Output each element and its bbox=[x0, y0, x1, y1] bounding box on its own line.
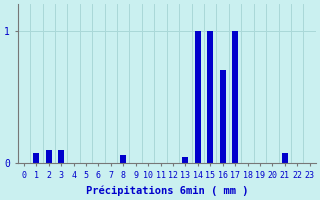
Bar bbox=[46, 150, 52, 163]
Bar bbox=[120, 155, 126, 163]
Bar bbox=[207, 31, 213, 163]
Bar bbox=[195, 31, 201, 163]
Bar bbox=[220, 70, 226, 163]
X-axis label: Précipitations 6min ( mm ): Précipitations 6min ( mm ) bbox=[85, 185, 248, 196]
Bar bbox=[232, 31, 238, 163]
Bar bbox=[58, 150, 64, 163]
Bar bbox=[282, 153, 288, 163]
Bar bbox=[33, 153, 39, 163]
Bar bbox=[182, 157, 188, 163]
